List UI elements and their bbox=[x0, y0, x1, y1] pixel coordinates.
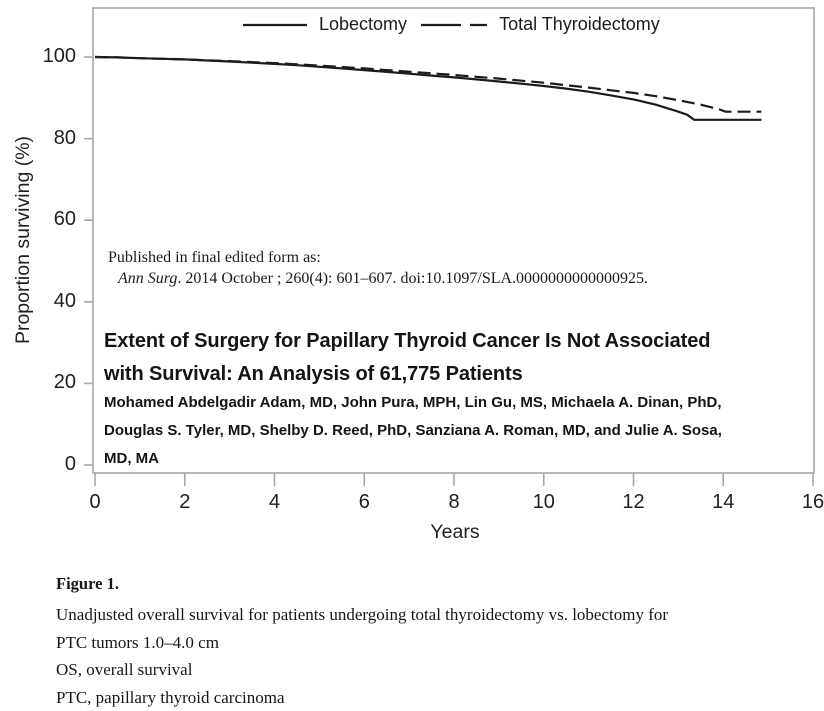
y-tick-label: 100 bbox=[28, 45, 76, 68]
x-tick-label: 8 bbox=[448, 491, 459, 514]
published-note-line: Published in final edited form as: bbox=[108, 247, 648, 268]
legend-label-lobectomy: Lobectomy bbox=[319, 14, 407, 35]
x-tick-label: 14 bbox=[712, 491, 734, 514]
published-note: Published in final edited form as: Ann S… bbox=[108, 247, 648, 289]
author-line-2: Douglas S. Tyler, MD, Shelby D. Reed, Ph… bbox=[104, 417, 722, 445]
author-line-3: MD, MA bbox=[104, 445, 722, 473]
x-tick-label: 12 bbox=[622, 491, 644, 514]
author-line-1: Mohamed Abdelgadir Adam, MD, John Pura, … bbox=[104, 389, 722, 417]
x-tick-label: 2 bbox=[179, 491, 190, 514]
figure-caption: Figure 1. Unadjusted overall survival fo… bbox=[56, 574, 668, 711]
x-axis-title: Years bbox=[430, 521, 479, 544]
y-tick-label: 40 bbox=[28, 290, 76, 313]
plot-legend: Lobectomy Total Thyroidectomy bbox=[243, 14, 660, 35]
x-tick-label: 0 bbox=[89, 491, 100, 514]
paper-title-line-2: with Survival: An Analysis of 61,775 Pat… bbox=[104, 358, 710, 391]
citation-journal: Ann Surg bbox=[118, 270, 177, 287]
caption-line-2: PTC tumors 1.0–4.0 cm bbox=[56, 629, 668, 657]
x-tick-label: 4 bbox=[269, 491, 280, 514]
legend-label-total-thyroidectomy: Total Thyroidectomy bbox=[499, 14, 660, 35]
curve-lobectomy bbox=[95, 57, 761, 120]
caption-line-3: OS, overall survival bbox=[56, 656, 668, 684]
y-tick-label: 80 bbox=[28, 127, 76, 150]
x-tick-label: 6 bbox=[359, 491, 370, 514]
y-tick-label: 0 bbox=[28, 453, 76, 476]
y-axis-title: Proportion surviving (%) bbox=[12, 136, 35, 344]
x-tick-label: 16 bbox=[802, 491, 824, 514]
lobectomy-line-sample bbox=[243, 21, 307, 29]
citation-details: . 2014 October ; 260(4): 601–607. doi:10… bbox=[177, 270, 648, 287]
curve-total-thyroidectomy bbox=[95, 57, 761, 112]
figure-label: Figure 1. bbox=[56, 574, 668, 594]
total-thyroidectomy-line-sample bbox=[421, 21, 487, 29]
y-tick-label: 20 bbox=[28, 371, 76, 394]
caption-line-1: Unadjusted overall survival for patients… bbox=[56, 601, 668, 629]
x-tick-label: 10 bbox=[533, 491, 555, 514]
caption-line-4: PTC, papillary thyroid carcinoma bbox=[56, 684, 668, 711]
paper-title: Extent of Surgery for Papillary Thyroid … bbox=[104, 325, 710, 391]
paper-title-line-1: Extent of Surgery for Papillary Thyroid … bbox=[104, 325, 710, 358]
y-tick-label: 60 bbox=[28, 208, 76, 231]
paper-authors: Mohamed Abdelgadir Adam, MD, John Pura, … bbox=[104, 389, 722, 473]
citation-line: Ann Surg. 2014 October ; 260(4): 601–607… bbox=[108, 268, 648, 289]
